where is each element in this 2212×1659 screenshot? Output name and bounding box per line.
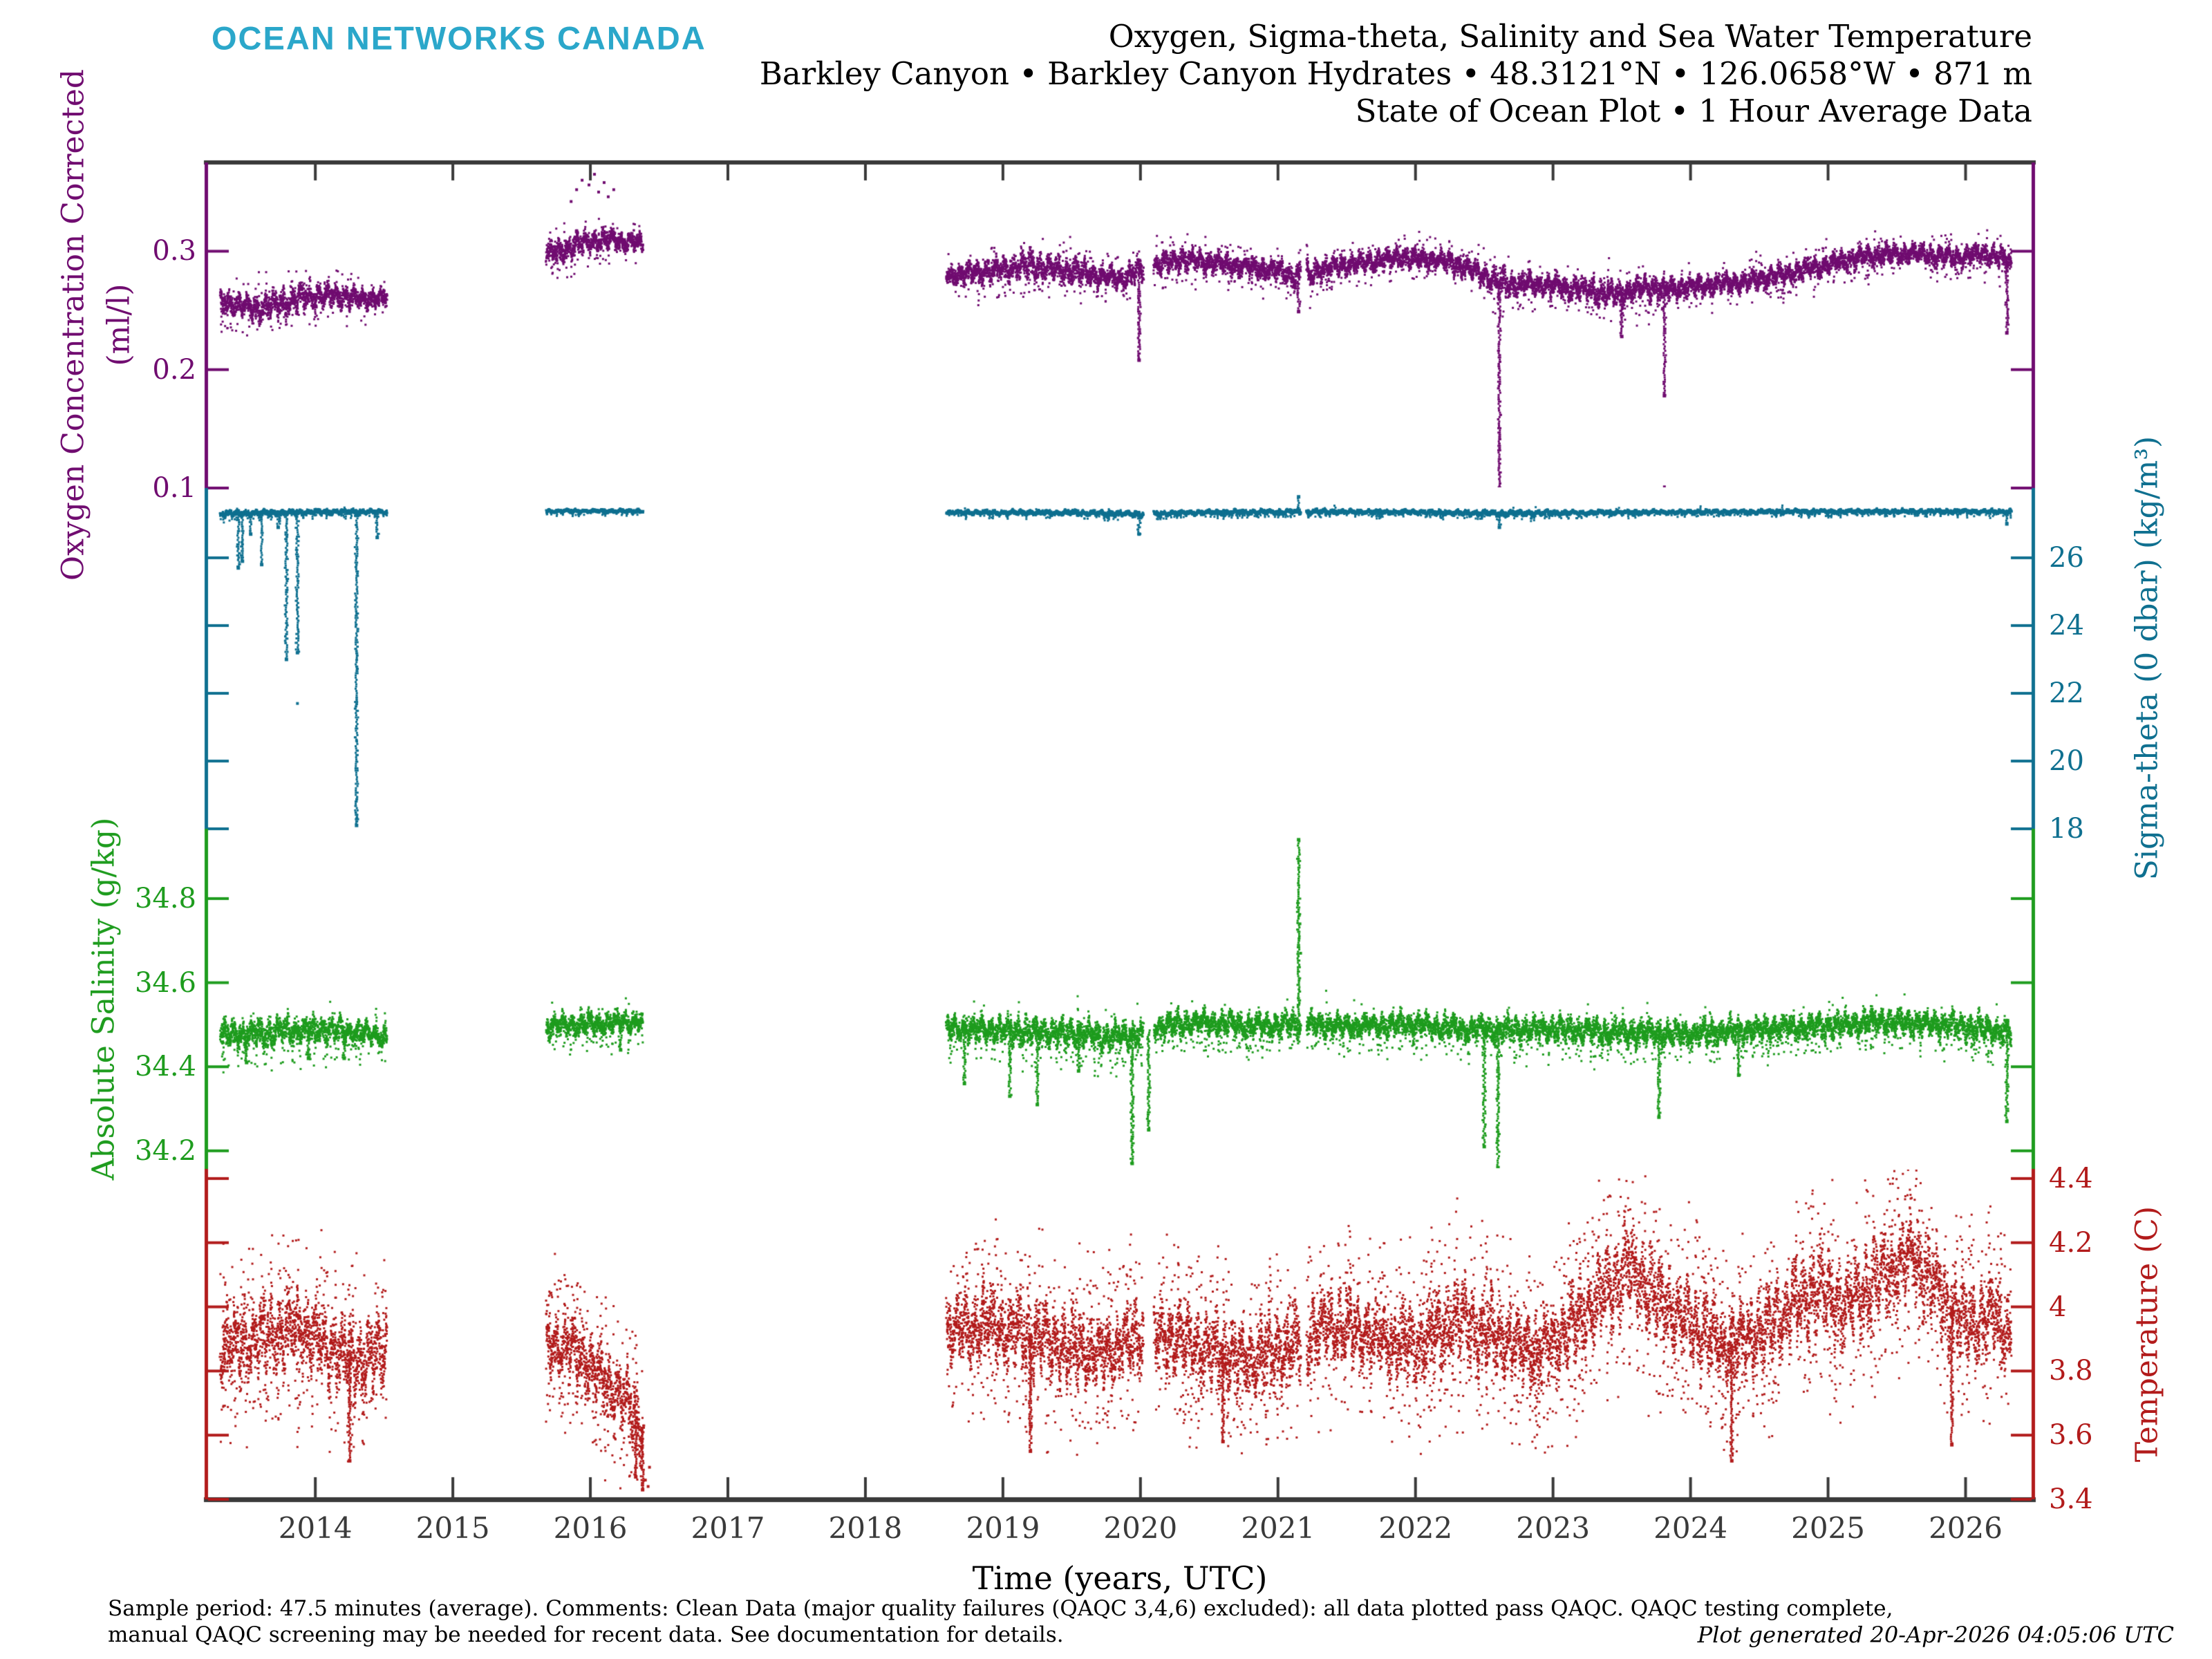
x-tick-label-2020: 2020 <box>1103 1511 1178 1545</box>
axis-title-sigma-theta: Sigma-theta (0 dbar) (kg/m³) <box>2129 435 2165 881</box>
x-tick-label-2014: 2014 <box>278 1511 353 1545</box>
tick-label-temperature-4.4: 4.4 <box>2049 1162 2093 1194</box>
tick-label-temperature-4: 4 <box>2049 1291 2067 1323</box>
footer-generated: Plot generated 20-Apr-2026 04:05:06 UTC <box>1697 1622 2174 1648</box>
axis-title-temperature: Temperature (C) <box>2129 1206 2165 1463</box>
tick-label-temperature-4.2: 4.2 <box>2049 1226 2093 1259</box>
tick-label-temperature-3.4: 3.4 <box>2049 1483 2093 1515</box>
tick-label-oxygen-0.3: 0.3 <box>152 235 196 268</box>
axis-title-oxygen: Oxygen Concentration Corrected <box>55 68 91 581</box>
x-tick-label-2019: 2019 <box>966 1511 1040 1545</box>
x-tick-label-2025: 2025 <box>1791 1511 1866 1545</box>
x-tick-label-2017: 2017 <box>691 1511 765 1545</box>
footer-line1: Sample period: 47.5 minutes (average). C… <box>108 1596 1893 1621</box>
footer-line2: manual QAQC screening may be needed for … <box>108 1622 1064 1647</box>
x-tick-label-2015: 2015 <box>415 1511 490 1545</box>
tick-label-salinity-34.8: 34.8 <box>134 882 196 915</box>
x-tick-label-2022: 2022 <box>1378 1511 1453 1545</box>
tick-label-temperature-3.6: 3.6 <box>2049 1419 2093 1452</box>
tick-label-salinity-34.6: 34.6 <box>134 966 196 999</box>
tick-label-salinity-34.2: 34.2 <box>134 1134 196 1167</box>
tick-label-sigma-theta-20: 20 <box>2049 744 2084 777</box>
tick-label-oxygen-0.2: 0.2 <box>152 353 196 386</box>
x-tick-label-2023: 2023 <box>1516 1511 1591 1545</box>
footer-comments: Sample period: 47.5 minutes (average). C… <box>108 1595 1893 1648</box>
x-tick-label-2021: 2021 <box>1241 1511 1315 1545</box>
tick-label-sigma-theta-26: 26 <box>2049 541 2084 574</box>
tick-label-temperature-3.8: 3.8 <box>2049 1355 2093 1387</box>
tick-label-sigma-theta-22: 22 <box>2049 677 2084 709</box>
x-tick-label-2016: 2016 <box>553 1511 628 1545</box>
tick-label-oxygen-0.1: 0.1 <box>152 472 196 504</box>
axis-title-oxygen-units: (ml/l) <box>101 283 137 366</box>
tick-label-sigma-theta-18: 18 <box>2049 813 2084 845</box>
tick-label-salinity-34.4: 34.4 <box>134 1051 196 1083</box>
axis-title-salinity: Absolute Salinity (g/kg) <box>86 817 122 1181</box>
x-tick-label-2026: 2026 <box>1929 1511 2003 1545</box>
x-tick-label-2018: 2018 <box>828 1511 903 1545</box>
tick-label-sigma-theta-24: 24 <box>2049 609 2084 641</box>
x-axis-title: Time (years, UTC) <box>972 1559 1268 1597</box>
x-tick-label-2024: 2024 <box>1653 1511 1728 1545</box>
